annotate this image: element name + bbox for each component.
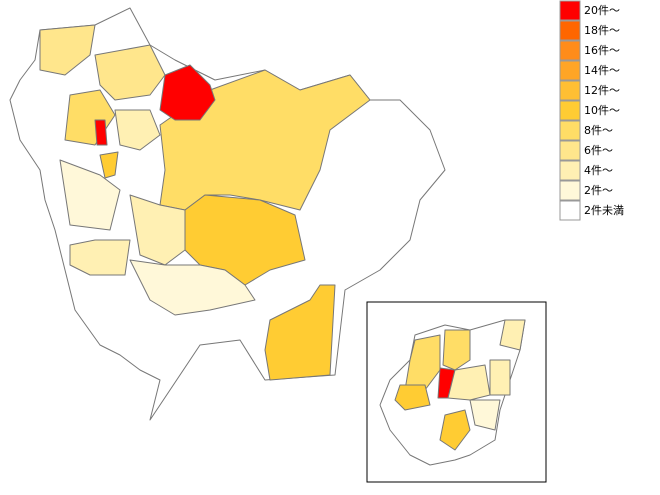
legend-swatch: [559, 80, 581, 101]
legend-label: 2件～: [584, 184, 613, 197]
legend-swatch: [559, 100, 581, 121]
map-region: [159, 64, 216, 121]
map-region: [129, 259, 256, 316]
map-region: [442, 329, 471, 371]
map-region: [69, 239, 131, 276]
map-region: [94, 44, 166, 101]
legend-label: 16件～: [584, 44, 620, 57]
legend-label: 8件～: [584, 124, 613, 137]
map-region: [129, 194, 186, 266]
legend-label: 18件～: [584, 24, 620, 37]
map-region: [489, 359, 511, 396]
legend-swatch: [559, 160, 581, 181]
legend-swatch: [559, 20, 581, 41]
legend-label: 4件～: [584, 164, 613, 177]
map-region: [184, 194, 306, 286]
map-region: [59, 159, 121, 231]
map-region: [114, 109, 161, 151]
legend-label: 20件～: [584, 4, 620, 17]
legend-swatch: [559, 120, 581, 141]
legend-swatch: [559, 180, 581, 201]
map-region: [394, 384, 431, 411]
map-region: [439, 409, 471, 451]
legend-swatch: [559, 60, 581, 81]
legend-swatch: [559, 40, 581, 61]
legend-label: 12件～: [584, 84, 620, 97]
inset-map: [379, 319, 526, 466]
map-region: [499, 319, 526, 351]
map-region: [39, 24, 96, 76]
legend-swatch: [559, 140, 581, 161]
map-region: [99, 151, 119, 179]
map-region: [94, 119, 108, 146]
map-region: [469, 399, 501, 431]
prefecture-map: [9, 7, 446, 421]
legend-swatch: [559, 0, 581, 21]
legend-label: 2件未満: [584, 204, 624, 217]
legend-label: 10件～: [584, 104, 620, 117]
legend-label: 14件～: [584, 64, 620, 77]
legend: 20件～ 18件～ 16件～ 14件～ 12件～ 10件～ 8件～ 6件～ 4件～ 2件～ 2件未満: [559, 0, 624, 221]
legend-swatch: [559, 200, 581, 221]
legend-label: 6件～: [584, 144, 613, 157]
map-region: [447, 364, 491, 401]
map-region: [264, 284, 336, 381]
